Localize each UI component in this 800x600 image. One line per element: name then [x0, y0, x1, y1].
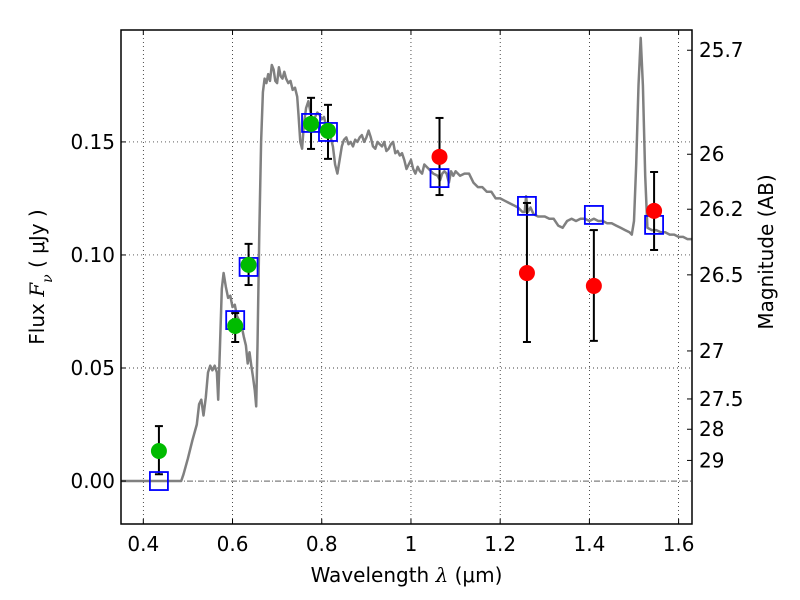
y-tick-label: 0.05	[70, 356, 115, 380]
observed-photometry-point	[240, 256, 257, 273]
y-axis: 0.00 0.05 0.10 0.15	[70, 130, 126, 493]
x-axis: 0.4 0.6 0.8 1 1.2 1.4 1.6	[127, 30, 695, 556]
observed-photometry-point	[431, 148, 448, 165]
y2-tick-label: 27.5	[699, 387, 744, 411]
observed-photometry-point	[319, 122, 336, 139]
x-axis-label-prefix: Wavelength	[311, 563, 436, 587]
y2-tick-label: 27	[699, 339, 724, 363]
y-tick-label: 0.10	[70, 243, 115, 267]
x-tick-label: 0.6	[217, 532, 249, 556]
y2-tick-label: 25.7	[699, 38, 744, 62]
x-tick-label: 1.2	[484, 532, 516, 556]
spectrum-layer	[121, 36, 692, 483]
y2-tick-label: 26	[699, 142, 724, 166]
spectrum-line	[121, 36, 692, 483]
x-axis-label-symbol: λ	[435, 563, 449, 587]
model-photometry-square	[149, 471, 169, 491]
observed-photometry-point	[150, 442, 167, 459]
y2-axis-label: Magnitude (AB)	[754, 174, 778, 329]
y-tick-label: 0.00	[70, 469, 115, 493]
x-tick-label: 1	[405, 532, 418, 556]
y-axis-label-subscript: ν	[40, 274, 56, 283]
observed-photometry-point	[646, 202, 663, 219]
x-tick-label: 1.4	[573, 532, 605, 556]
y2-tick-label: 26.2	[699, 197, 744, 221]
observed-photometry-point	[227, 317, 244, 334]
observed-photometry-point	[585, 277, 602, 294]
x-tick-label: 1.6	[663, 532, 695, 556]
x-tick-label: 0.8	[306, 532, 338, 556]
y-tick-label: 0.15	[70, 130, 115, 154]
y2-tick-label: 26.5	[699, 263, 744, 287]
x-axis-label-unit: (μm)	[448, 563, 502, 587]
y-axis-label-prefix: Flux	[25, 297, 49, 345]
y-axis-label-symbol: F	[25, 282, 49, 298]
model-photometry-square	[517, 195, 537, 216]
model-photometry-square	[583, 205, 604, 225]
x-axis-label: Wavelength λ (μm)	[311, 563, 503, 587]
x-tick-label: 0.4	[127, 532, 159, 556]
observed-photometry-point	[303, 115, 320, 132]
y-axis-label-unit: ( μJy )	[25, 209, 49, 274]
y2-tick-label: 28	[699, 417, 724, 441]
model-photometry-square	[429, 168, 450, 188]
model-photometry-layer	[149, 113, 664, 491]
plot-frame	[120, 29, 693, 525]
observed-photometry-layer	[150, 115, 663, 459]
observed-photometry-point	[518, 265, 535, 282]
y2-axis: 25.7 26 26.2 26.5 27 27.5 28 29	[687, 38, 744, 472]
y-axis-label: Flux Fν ( μJy )	[25, 209, 56, 344]
y2-tick-label: 29	[699, 448, 724, 472]
